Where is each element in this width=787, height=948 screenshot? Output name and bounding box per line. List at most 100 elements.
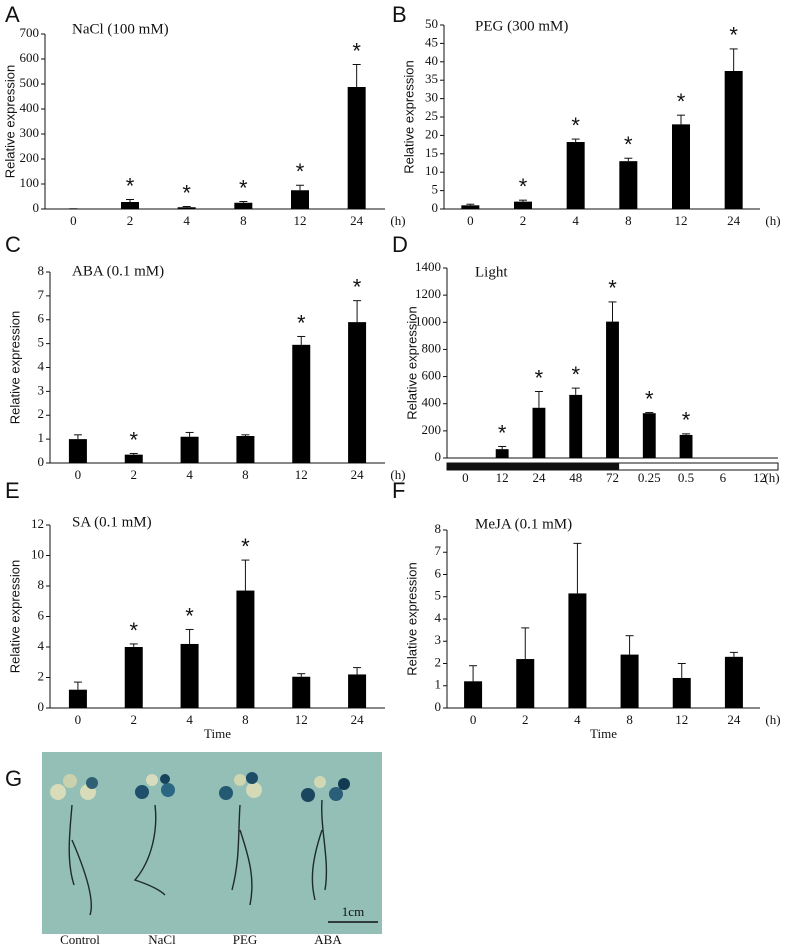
scale-label: 1cm: [342, 904, 364, 919]
x-tick-label: 72: [606, 470, 619, 485]
y-tick-label: 6: [38, 607, 45, 622]
y-tick-label: 300: [20, 125, 40, 140]
y-tick-label: 1: [435, 677, 442, 692]
y-tick-label: 12: [31, 516, 44, 531]
bar: [724, 71, 743, 209]
x-unit: (h): [390, 467, 405, 482]
x-tick-label: 24: [351, 712, 365, 727]
y-tick-label: 100: [20, 175, 40, 190]
y-tick-label: 4: [38, 638, 45, 653]
chart-panel: A NaCl (100 mM) 0 100 200 300 400 500 600 700 Rela…: [2, 2, 405, 228]
x-tick-label: 24: [350, 213, 364, 228]
bar: [532, 407, 546, 458]
y-tick-label: 1200: [415, 286, 441, 301]
x-tick-label: 12: [675, 712, 688, 727]
y-tick-label: 500: [20, 75, 40, 90]
y-tick-label: 2: [435, 654, 442, 669]
panel-letter: B: [392, 2, 407, 27]
y-tick-label: 6: [435, 565, 442, 580]
y-axis-label: Relative expression: [2, 65, 17, 178]
x-tick-label: 4: [183, 213, 190, 228]
x-tick-label: 4: [186, 712, 193, 727]
bar: [234, 202, 253, 209]
bar: [177, 207, 196, 209]
y-tick-label: 1000: [415, 313, 441, 328]
y-tick-label: 6: [38, 311, 45, 326]
x-tick-label: 48: [569, 470, 582, 485]
bar: [292, 344, 311, 463]
panel-letter: G: [5, 766, 22, 791]
bar: [495, 449, 509, 458]
significance-marker: *: [352, 38, 361, 63]
significance-marker: *: [571, 113, 580, 138]
y-tick-label: 200: [422, 422, 442, 437]
y-tick-label: 4: [435, 610, 442, 625]
y-tick-label: 1: [38, 430, 45, 445]
x-tick-label: 8: [242, 467, 249, 482]
significance-marker: *: [645, 386, 654, 411]
panel-letter: D: [392, 232, 408, 257]
significance-marker: *: [182, 180, 191, 205]
chart-title: ABA (0.1 mM): [72, 263, 164, 279]
y-tick-label: 200: [20, 150, 40, 165]
x-tick-label: 6: [720, 470, 727, 485]
x-unit: (h): [765, 213, 780, 228]
bar: [606, 321, 619, 458]
y-tick-label: 400: [422, 395, 442, 410]
y-tick-label: 10: [31, 546, 44, 561]
bar: [68, 689, 87, 708]
x-tick-label: 12: [675, 213, 688, 228]
x-tick-label: 8: [242, 712, 249, 727]
x-tick-label: 0: [470, 712, 477, 727]
y-tick-label: 2: [38, 668, 45, 683]
x-axis-label: Time: [590, 726, 617, 741]
photo-label: Control: [60, 932, 100, 947]
x-tick-label: 24: [727, 213, 741, 228]
y-tick-label: 30: [425, 90, 438, 105]
y-tick-label: 5: [435, 588, 442, 603]
chart-title: SA (0.1 mM): [72, 514, 152, 530]
x-tick-label: 0: [462, 470, 469, 485]
x-tick-label: 12: [295, 467, 308, 482]
bar: [516, 659, 535, 708]
bar: [620, 654, 639, 708]
bar: [291, 190, 309, 209]
x-tick-label: 0.25: [638, 470, 661, 485]
x-tick-label: 24: [532, 470, 546, 485]
significance-marker: *: [535, 365, 544, 390]
y-tick-label: 0: [33, 200, 40, 215]
photo-label: NaCl: [148, 932, 176, 947]
y-tick-label: 5: [432, 182, 439, 197]
y-axis-label: Relative expression: [404, 306, 419, 419]
leaves: [50, 772, 350, 802]
y-tick-label: 40: [425, 53, 438, 68]
x-unit: (h): [390, 213, 405, 228]
y-tick-label: 3: [435, 632, 442, 647]
photo-label: PEG: [233, 932, 258, 947]
bar: [642, 413, 656, 458]
x-tick-label: 0: [467, 213, 474, 228]
bar: [236, 436, 255, 463]
x-tick-label: 4: [574, 712, 581, 727]
x-tick-label: 2: [131, 467, 138, 482]
y-tick-label: 0: [435, 699, 442, 714]
x-tick-label: 4: [572, 213, 579, 228]
bar: [672, 124, 690, 209]
y-tick-label: 20: [425, 126, 438, 141]
bar: [679, 434, 693, 458]
y-tick-label: 700: [20, 25, 40, 40]
bar: [121, 202, 139, 209]
photo-label: ABA: [314, 932, 342, 947]
x-tick-label: 0: [75, 467, 82, 482]
significance-marker: *: [241, 534, 250, 559]
y-tick-label: 5: [38, 335, 45, 350]
y-tick-label: 8: [38, 263, 45, 278]
significance-marker: *: [129, 427, 138, 452]
x-tick-label: 0.5: [678, 470, 694, 485]
significance-marker: *: [185, 603, 194, 628]
significance-marker: *: [519, 174, 528, 199]
x-tick-label: 2: [131, 712, 138, 727]
